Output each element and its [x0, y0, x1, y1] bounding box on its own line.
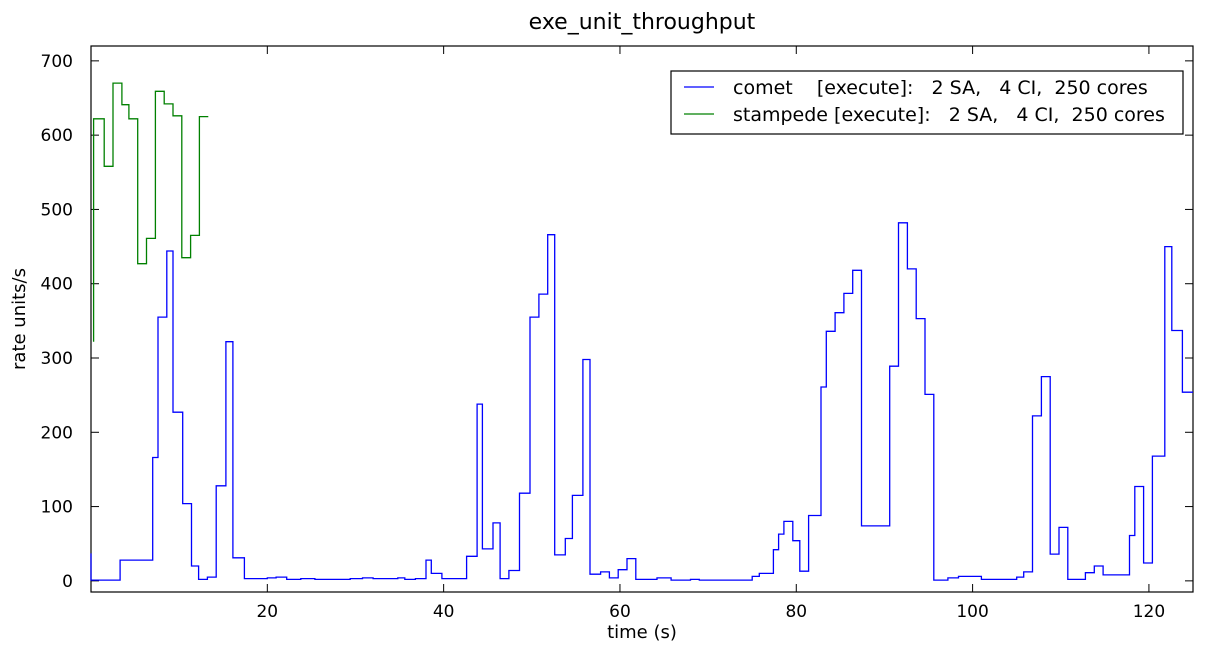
axis-ticks [91, 46, 1193, 592]
x-tick-label: 80 [785, 602, 807, 622]
y-axis-label: rate units/s [9, 268, 30, 370]
x-axis-label: time (s) [607, 622, 677, 643]
series-line-stampede [92, 82, 209, 342]
plot-frame [90, 45, 1194, 593]
y-tick-label: 100 [41, 498, 73, 518]
legend-label-stampede: stampede [execute]: 2 SA, 4 CI, 250 core… [733, 104, 1165, 126]
legend-box [670, 70, 1184, 135]
series-layer [90, 82, 1193, 581]
y-tick-label: 200 [41, 423, 73, 443]
x-tick-label: 40 [433, 602, 455, 622]
y-tick-label: 500 [41, 200, 73, 220]
y-tick-label: 0 [62, 572, 73, 592]
legend: comet [execute]: 2 SA, 4 CI, 250 cores s… [670, 70, 1184, 135]
y-tick-label: 300 [41, 349, 73, 369]
y-tick-label: 400 [41, 275, 73, 295]
x-tick-label: 20 [256, 602, 278, 622]
x-tick-label: 120 [1133, 602, 1165, 622]
tick-labels: 20 40 60 80 100 120 0 100 200 300 400 500 600 700 [41, 52, 1166, 622]
legend-label-comet: comet [execute]: 2 SA, 4 CI, 250 cores [733, 77, 1148, 99]
y-tick-label: 700 [41, 52, 73, 72]
x-tick-label: 100 [956, 602, 988, 622]
chart-title: exe_unit_throughput [529, 10, 756, 35]
series-line-comet [90, 222, 1193, 581]
y-tick-label: 600 [41, 126, 73, 146]
x-tick-label: 60 [609, 602, 631, 622]
